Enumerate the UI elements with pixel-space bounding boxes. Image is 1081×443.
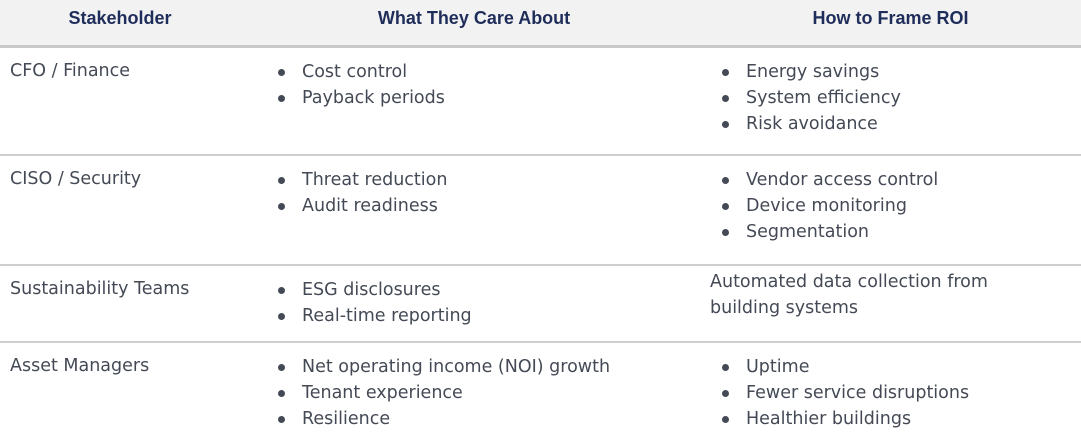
list-item: Threat reduction [274, 167, 694, 193]
stakeholder-cell: CISO / Security [10, 169, 142, 189]
roi-list: Energy savings System efficiency Risk av… [718, 59, 1078, 137]
stakeholder-cell: CFO / Finance [10, 61, 131, 81]
list-item: Uptime [718, 354, 1078, 380]
list-item: Audit readiness [274, 193, 694, 219]
stakeholder-cell: Asset Managers [10, 356, 150, 376]
list-item: Vendor access control [718, 167, 1078, 193]
list-item: Energy savings [718, 59, 1078, 85]
list-item: Payback periods [274, 85, 694, 111]
header-what-they-care-about: What They Care About [377, 8, 571, 28]
list-item: Fewer service disruptions [718, 380, 1078, 406]
roi-text: Automated data collection from building … [710, 272, 988, 318]
list-item: Net operating income (NOI) growth [274, 354, 694, 380]
list-item: Device monitoring [718, 193, 1078, 219]
cares-list: Threat reduction Audit readiness [274, 167, 694, 219]
cares-list: Net operating income (NOI) growth Tenant… [274, 354, 694, 432]
roi-list: Uptime Fewer service disruptions Healthi… [718, 354, 1078, 432]
list-item: Healthier buildings [718, 406, 1078, 432]
table-row: CFO / Finance Cost control Payback perio… [0, 48, 1081, 156]
list-item: System efficiency [718, 85, 1078, 111]
roi-list: Vendor access control Device monitoring … [718, 167, 1078, 245]
cares-list: Cost control Payback periods [274, 59, 694, 111]
list-item: ESG disclosures [274, 277, 694, 303]
list-item: Segmentation [718, 219, 1078, 245]
cares-list: ESG disclosures Real-time reporting [274, 277, 694, 329]
table-row: CISO / Security Threat reduction Audit r… [0, 156, 1081, 266]
list-item: Risk avoidance [718, 111, 1078, 137]
list-item: Cost control [274, 59, 694, 85]
stakeholder-cell: Sustainability Teams [10, 279, 190, 299]
table-row: Asset Managers Net operating income (NOI… [0, 343, 1081, 443]
list-item: Resilience [274, 406, 694, 432]
header-how-to-frame-roi: How to Frame ROI [812, 8, 969, 28]
list-item: Tenant experience [274, 380, 694, 406]
table-header: Stakeholder What They Care About How to … [0, 0, 1081, 48]
table-row: Sustainability Teams ESG disclosures Rea… [0, 266, 1081, 343]
list-item: Real-time reporting [274, 303, 694, 329]
header-stakeholder: Stakeholder [68, 8, 172, 28]
